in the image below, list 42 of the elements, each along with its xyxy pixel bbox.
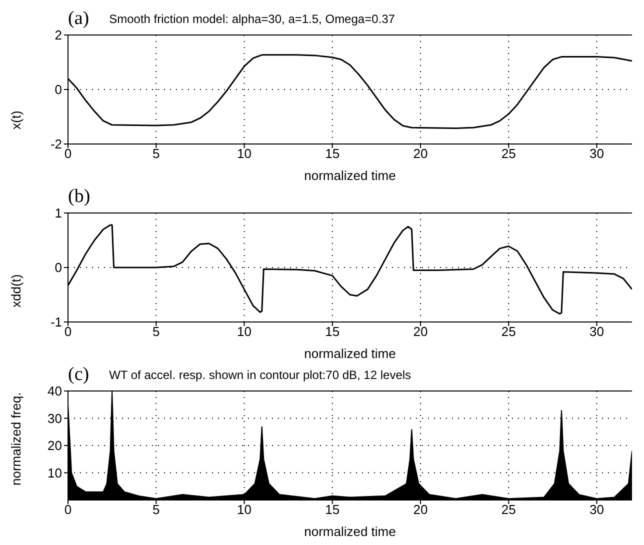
x-tick-label: 25 [501,324,516,340]
x-tick-label: 0 [64,324,72,340]
y-tick-label: 10 [48,465,62,480]
chart-title: WT of accel. resp. shown in contour plot:70 dB, 12 levels [109,368,412,382]
x-tick-label: 10 [237,146,252,162]
x-tick-label: 20 [413,324,428,340]
x-tick-label: 0 [64,502,72,518]
chart-title: Smooth friction model: alpha=30, a=1.5, Omega=0.37 [109,12,395,26]
y-axis-title: normalized freq. [8,392,24,486]
x-tick-label: 15 [325,324,340,340]
y-tick-label: 0 [54,82,62,98]
x-tick-label: 0 [64,146,72,162]
x-tick-label: 20 [413,146,428,162]
y-tick-label: 2 [54,28,62,43]
y-tick-label: 1 [54,206,62,221]
x-tick-label: 10 [237,324,252,340]
x-axis-title: normalized time [304,346,396,361]
text: (a) [68,8,90,30]
x-tick-label: 10 [237,502,252,518]
x-tick-label: 30 [590,324,604,340]
x-tick-label: 5 [152,146,160,162]
y-axis-title: xdd(t) [8,274,24,308]
x-tick-label: 5 [152,324,160,340]
x-axis-title: normalized time [304,168,396,183]
x-tick-label: 15 [325,146,340,162]
x-tick-label: 25 [501,502,516,518]
y-axis-title: x(t) [8,110,24,130]
x-tick-label: 15 [325,502,340,518]
y-tick-label: 30 [48,410,62,426]
x-tick-label: 30 [590,146,604,162]
x-tick-label: 20 [413,502,428,518]
x-tick-label: 5 [152,502,160,518]
y-tick-label: -1 [50,314,62,330]
y-tick-label: 0 [54,260,62,276]
y-tick-label: -2 [50,136,62,152]
text: (c) [68,364,90,386]
y-tick-label: 20 [48,438,62,454]
text: (b) [68,186,90,208]
x-tick-label: 25 [501,146,516,162]
y-tick-label: 40 [48,384,62,399]
x-tick-label: 30 [590,502,604,518]
x-axis-title: normalized time [304,524,396,539]
